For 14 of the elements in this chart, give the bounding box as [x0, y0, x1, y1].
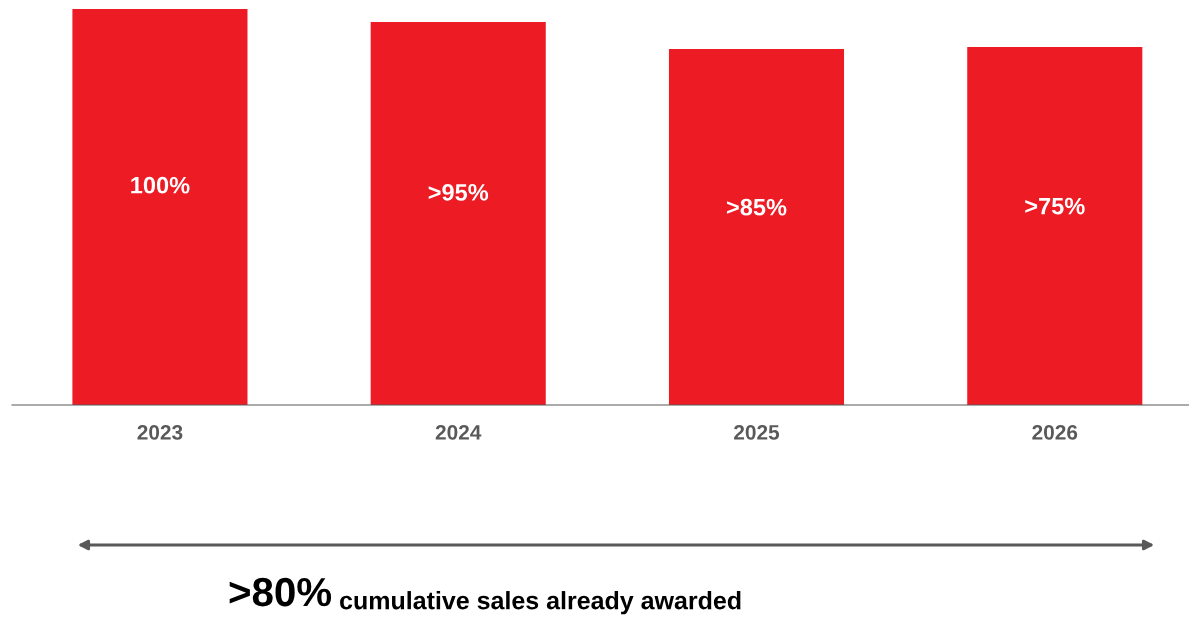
x-tick-label: 2025	[734, 424, 780, 440]
x-tick-label: 2026	[1032, 424, 1078, 440]
bar	[668, 49, 845, 405]
text: >80%	[229, 577, 332, 607]
data-label: >75%	[1025, 197, 1085, 215]
x-tick-label: 2024	[435, 424, 482, 440]
x-tick-label: 2023	[137, 424, 183, 440]
text: cumulative sales already awarded	[340, 591, 741, 615]
data-label: >85%	[726, 198, 787, 216]
data-label: 100%	[131, 176, 190, 194]
bar	[370, 22, 546, 405]
bar	[967, 47, 1143, 405]
bar	[72, 9, 248, 405]
data-label: >95%	[428, 184, 489, 201]
